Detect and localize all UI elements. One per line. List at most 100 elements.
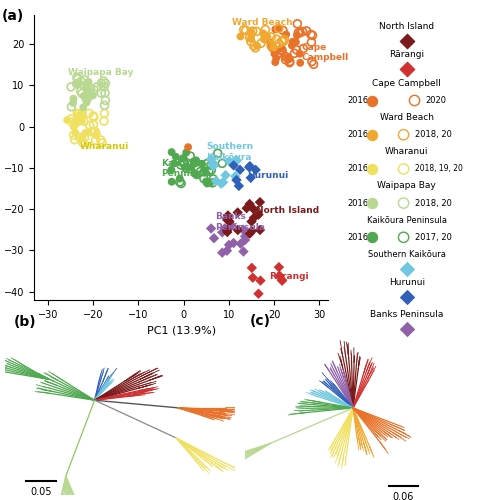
Point [278, 47, 286, 55]
Point [191, 158, 199, 166]
Point [168, 178, 175, 186]
Text: 2016: 2016 [347, 164, 368, 173]
Point [78, 117, 86, 125]
Point [80, 117, 88, 125]
Point [278, 46, 286, 54]
Point [241, 236, 249, 244]
Point [186, 164, 194, 172]
Point [84, 128, 92, 136]
Point [83, 90, 91, 98]
Text: Banks
Peninsula: Banks Peninsula [215, 212, 265, 232]
Point [184, 143, 192, 151]
Point [90, 120, 98, 128]
Point [93, 129, 100, 137]
Point [67, 115, 75, 123]
Point [70, 131, 78, 139]
Point [177, 161, 185, 169]
Point [82, 94, 90, 102]
Point [86, 122, 94, 130]
Text: 2016: 2016 [347, 233, 368, 242]
Point [223, 216, 231, 224]
Point [179, 159, 187, 167]
Point [212, 177, 220, 185]
Point [99, 77, 107, 85]
Point [368, 130, 376, 138]
Point [89, 92, 97, 100]
Point [198, 160, 206, 168]
Point [247, 38, 255, 46]
Point [101, 89, 109, 97]
Point [264, 33, 271, 41]
Point [234, 208, 242, 216]
Point [98, 89, 105, 97]
Point [289, 38, 296, 46]
Point [256, 198, 264, 206]
Point [234, 226, 242, 234]
Point [168, 166, 175, 174]
Point [270, 50, 278, 58]
Text: Southern Kaikōura: Southern Kaikōura [368, 250, 445, 259]
Point [73, 80, 80, 88]
Text: Hurunui: Hurunui [247, 171, 288, 180]
Point [280, 36, 288, 44]
Point [250, 42, 258, 50]
Point [285, 53, 293, 61]
Point [403, 293, 411, 301]
Point [277, 44, 285, 52]
Point [400, 234, 408, 241]
Text: North Island: North Island [256, 206, 319, 216]
Point [78, 110, 86, 118]
Point [200, 168, 208, 176]
Point [210, 234, 218, 242]
Point [187, 164, 195, 172]
Point [78, 110, 86, 118]
Point [403, 65, 411, 73]
Point [73, 118, 81, 126]
Point [253, 28, 261, 36]
Text: Wharanui: Wharanui [79, 142, 129, 151]
Text: (b): (b) [14, 314, 36, 328]
Point [249, 27, 257, 35]
Point [239, 226, 247, 234]
Point [80, 82, 88, 90]
Point [296, 59, 304, 67]
Text: 0.05: 0.05 [30, 487, 51, 497]
Point [286, 58, 294, 66]
Text: 2016: 2016 [347, 96, 368, 105]
Point [400, 130, 408, 138]
Text: Rārangi: Rārangi [389, 50, 424, 59]
Point [80, 92, 88, 100]
Text: (a): (a) [2, 10, 24, 24]
Point [223, 228, 231, 236]
Point [87, 84, 95, 92]
Point [200, 174, 208, 182]
Point [368, 96, 376, 104]
Point [73, 74, 81, 82]
Point [270, 47, 278, 55]
X-axis label: PC1 (13.9%): PC1 (13.9%) [147, 326, 216, 336]
Point [79, 138, 87, 146]
Text: Cape Campbell: Cape Campbell [372, 79, 441, 88]
Point [291, 50, 298, 58]
Point [209, 175, 217, 183]
Text: Banks Peninsula: Banks Peninsula [370, 310, 443, 319]
Point [252, 166, 260, 174]
Point [308, 38, 316, 46]
Point [292, 38, 300, 46]
Point [205, 167, 213, 175]
Text: Hurunui: Hurunui [389, 278, 425, 287]
Point [93, 83, 100, 91]
Point [230, 239, 238, 247]
Point [232, 156, 240, 164]
Text: 2017, 20: 2017, 20 [415, 233, 451, 242]
Point [182, 164, 190, 172]
Point [70, 123, 78, 131]
Point [85, 110, 93, 118]
Point [251, 44, 259, 52]
Point [310, 60, 318, 68]
Point [237, 32, 245, 40]
Point [86, 88, 94, 96]
Point [400, 199, 408, 207]
Point [71, 136, 78, 143]
Point [278, 276, 286, 284]
